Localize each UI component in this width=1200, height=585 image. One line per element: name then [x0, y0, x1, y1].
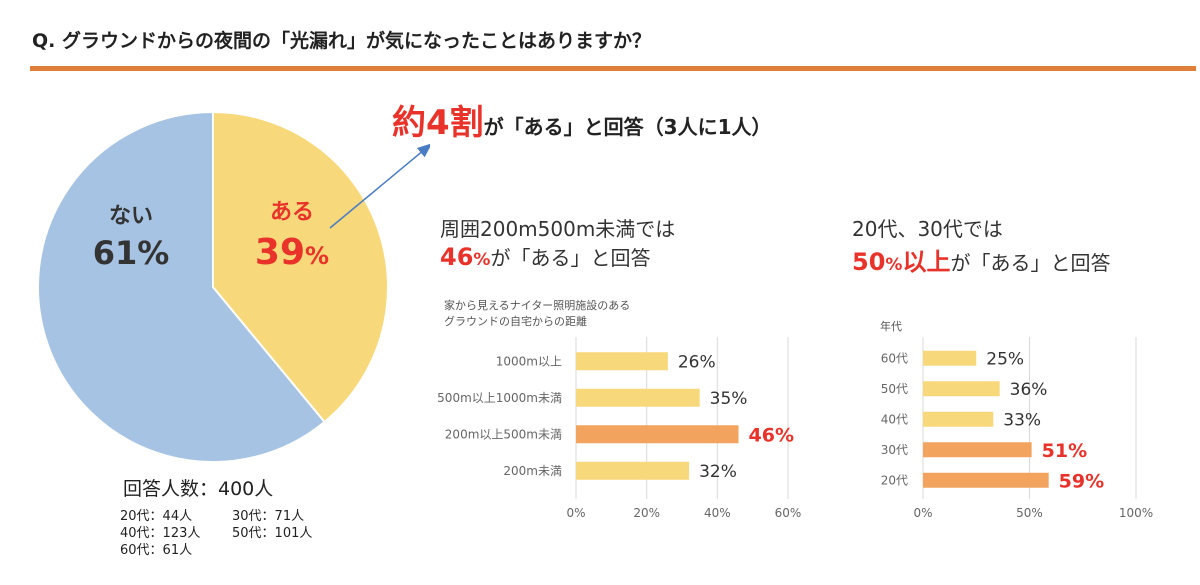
age-chart-title: 年代 [880, 320, 902, 333]
x-tick-label: 50% [1016, 506, 1043, 520]
respondents-40s: 40代：123人 [120, 526, 201, 541]
pie-value-yes: 39% [255, 232, 329, 273]
distance-note-line1: 周囲200m500m未満では [440, 217, 676, 241]
data-label: 59% [1059, 470, 1104, 492]
data-label: 46% [749, 424, 794, 446]
pie-slice-yes [212, 110, 389, 424]
headline-rest: が「ある」と回答（3人に1人） [483, 115, 772, 139]
age-note-line1: 20代、30代では [852, 217, 1003, 241]
title-divider [30, 66, 1196, 71]
pie-slice-no [37, 110, 326, 463]
page-title: Q. グラウンドからの夜間の「光漏れ」が気になったことはありますか？ [32, 30, 651, 52]
data-label: 33% [1003, 410, 1041, 430]
pie-chart: ない 61% ある 39% [37, 110, 430, 463]
pie-label-yes: ある [270, 200, 314, 225]
distance-note-line2: 46%が「ある」と回答 [440, 243, 651, 271]
respondents-60s: 60代：61人 [120, 543, 193, 558]
callout-arrow [329, 143, 430, 229]
distance-bar-chart: 0% 20% 40% 60% 1000m以上 26% 500m以上1000m未満 35% 200… [437, 337, 802, 520]
category-label: 60代 [881, 351, 908, 365]
x-tick-label: 100% [1119, 506, 1153, 520]
x-tick-label: 0% [913, 506, 932, 520]
x-tick-label: 40% [704, 506, 731, 520]
bar [923, 472, 1049, 488]
category-label: 200m以上500m未満 [445, 427, 562, 441]
x-tick-label: 20% [633, 506, 660, 520]
data-label: 25% [986, 349, 1024, 369]
data-label: 36% [1010, 380, 1048, 400]
respondents-20s: 20代：44人 [120, 509, 193, 524]
distance-chart-title: 家から見えるナイター照明施設のある グラウンドの自宅からの距離 [444, 298, 630, 330]
x-tick-label: 0% [566, 506, 585, 520]
bar [576, 352, 668, 371]
pie-value-no: 61% [93, 234, 170, 272]
category-label: 40代 [881, 412, 908, 426]
age-note-line2: 50%以上が「ある」と回答 [852, 248, 1111, 276]
bar [576, 388, 700, 407]
pie-label-no: ない [109, 204, 153, 229]
bar [576, 425, 739, 444]
headline: 約4割が「ある」と回答（3人に1人） [392, 95, 772, 144]
bar [923, 350, 977, 366]
category-label: 1000m以上 [496, 354, 562, 368]
data-label: 51% [1042, 440, 1087, 462]
bar [923, 411, 994, 427]
bar [923, 381, 1000, 397]
headline-emphasis: 約4割 [392, 103, 484, 143]
data-label: 32% [699, 462, 737, 482]
bar [576, 461, 690, 480]
distance-chart-title-text: 家から見えるナイター照明施設のある グラウンドの自宅からの距離 [444, 299, 631, 328]
category-label: 20代 [881, 473, 908, 487]
category-label: 200m未満 [503, 464, 562, 478]
respondents-50s: 50代：101人 [232, 526, 313, 541]
age-bar-chart: 0% 50% 100% 60代 25% 50代 36% 40代 33% 30代 51% 20代 59% [881, 337, 1153, 520]
x-tick-label: 60% [775, 506, 802, 520]
category-label: 500m以上1000m未満 [437, 391, 562, 405]
data-label: 35% [710, 389, 748, 409]
bar [923, 442, 1032, 458]
data-label: 26% [678, 352, 716, 372]
category-label: 50代 [881, 382, 908, 396]
category-label: 30代 [881, 443, 908, 457]
respondents-30s: 30代：71人 [232, 509, 305, 524]
respondents-total: 回答人数：400人 [123, 478, 274, 500]
